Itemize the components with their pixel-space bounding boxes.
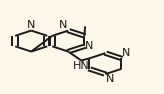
Text: HN: HN xyxy=(73,61,90,71)
Text: N: N xyxy=(106,74,115,84)
Text: N: N xyxy=(85,41,93,51)
Text: N: N xyxy=(122,48,131,58)
Text: N: N xyxy=(27,20,35,30)
Text: N: N xyxy=(59,20,68,30)
